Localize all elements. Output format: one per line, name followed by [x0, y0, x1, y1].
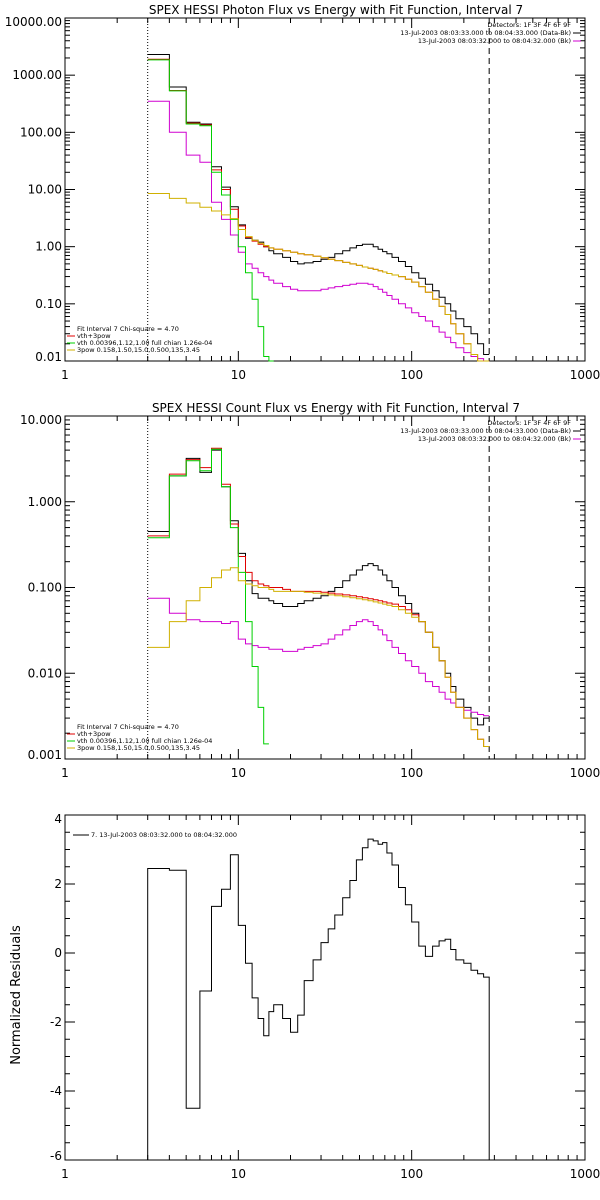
y-tick-label: 0.01 [35, 350, 62, 364]
y-tick-label: -2 [50, 1015, 62, 1029]
tick-labels: 1 10 100 1000 -6 -4 -2 0 2 4 [50, 812, 600, 1181]
legend-right-entry: 13-Jul-2003 08:03:33.000 to 08:04:33.000… [400, 29, 571, 37]
y-tick-label: -6 [50, 1149, 62, 1163]
y-tick-label: 1000.00 [12, 68, 62, 82]
x-tick-label: 10 [231, 368, 246, 382]
legend-right-entry: 13-Jul-2003 08:03:32.000 to 08:04:32.000… [418, 435, 571, 443]
y-tick-label: 0.001 [28, 748, 62, 762]
legend-left-entry: 3pow 0.158,1.50,15.0,0.500,135,3.45 [77, 744, 200, 752]
x-tick-label: 1 [61, 766, 69, 780]
legend-left-entry: vth+3pow [77, 730, 111, 738]
series-3pow [147, 193, 490, 362]
x-tick-label: 1000 [570, 368, 600, 382]
x-tick-label: 1 [61, 368, 69, 382]
legend-left-entry: vth 0.00396,1.12,1.00 full chian 1.26e-0… [77, 339, 212, 347]
legend-left-entry: Fit Interval 7 Chi-square = 4.70 [77, 723, 179, 731]
y-tick-label: 1.000 [28, 495, 62, 509]
plot-area: 7. 13-Jul-2003 08:03:32.000 to 08:04:32.… [64, 814, 586, 1161]
y-tick-label: 100.00 [20, 125, 62, 139]
legend-right-entry: Detectors: 1F 3F 4F 6F 9F [487, 21, 571, 29]
legend-left-entry: 3pow 0.158,1.50,15.0,0.500,135,3.45 [77, 346, 200, 354]
y-tick-label: 0.010 [28, 666, 62, 680]
x-tick-label: 100 [400, 1167, 423, 1181]
y-tick-label: 2 [54, 877, 62, 891]
y-tick-label: 0 [54, 946, 62, 960]
y-tick-label: 1.00 [35, 240, 62, 254]
x-tick-label: 1000 [570, 1167, 600, 1181]
residuals-panel: Normalized Residuals 1 10 100 1000 -6 -4 -2 0 2 4… [9, 812, 600, 1181]
series-vth [147, 59, 274, 362]
y-tick-label: 10.000 [20, 413, 62, 427]
legend-right-entry: 13-Jul-2003 08:03:33.000 to 08:04:33.000… [400, 427, 571, 435]
axes-frame [64, 814, 586, 1161]
legend-right-entry: Detectors: 1F 3F 4F 6F 9F [487, 419, 571, 427]
axes-frame [64, 17, 586, 362]
x-tick-label: 1000 [570, 766, 600, 780]
y-axis-label: Normalized Residuals [9, 925, 24, 1065]
chart-title: SPEX HESSI Photon Flux vs Energy with Fi… [149, 3, 523, 17]
y-tick-label: 0.10 [35, 297, 62, 311]
y-tick-label: 4 [54, 812, 62, 826]
y-tick-label: 0.100 [28, 581, 62, 595]
y-tick-label: 10000.00 [5, 15, 62, 29]
legend-left-entry: vth 0.00396,1.12,1.00 full chian 1.26e-0… [77, 737, 212, 745]
legend-left-entry: Fit Interval 7 Chi-square = 4.70 [77, 325, 179, 333]
series-vth-3pow [147, 58, 490, 362]
y-tick-label: -4 [50, 1084, 62, 1098]
series-data-bk [147, 449, 490, 726]
tick-labels: 1 10 100 1000 0.01 0.10 1.00 10.00 100.00 1000.00… [5, 15, 600, 382]
count-flux-panel: SPEX HESSI Count Flux vs Energy with Fit… [20, 401, 600, 780]
series-data-bk [147, 54, 490, 355]
legend-left-entry: vth+3pow [77, 332, 111, 340]
x-tick-label: 100 [400, 766, 423, 780]
x-tick-label: 10 [231, 766, 246, 780]
series-3pow [147, 567, 490, 747]
y-tick-label: 10.00 [28, 183, 62, 197]
series-bk [147, 597, 490, 717]
series-vth [147, 448, 269, 745]
axes-frame [64, 415, 586, 760]
tick-labels: 1 10 100 1000 0.001 0.010 0.100 1.000 10.000 [20, 413, 600, 780]
legend-left-entry: 7. 13-Jul-2003 08:03:32.000 to 08:04:32.… [91, 831, 237, 839]
series-vth-3pow [147, 447, 490, 747]
chart-title: SPEX HESSI Count Flux vs Energy with Fit… [152, 401, 520, 415]
series-bk [147, 100, 490, 362]
legend-right-entry: 13-Jul-2003 08:03:32.000 to 08:04:32.000… [418, 37, 571, 45]
x-tick-label: 1 [61, 1167, 69, 1181]
x-tick-label: 10 [231, 1167, 246, 1181]
x-tick-label: 100 [400, 368, 423, 382]
series-residuals [147, 838, 490, 1160]
photon-flux-panel: SPEX HESSI Photon Flux vs Energy with Fi… [5, 3, 600, 382]
